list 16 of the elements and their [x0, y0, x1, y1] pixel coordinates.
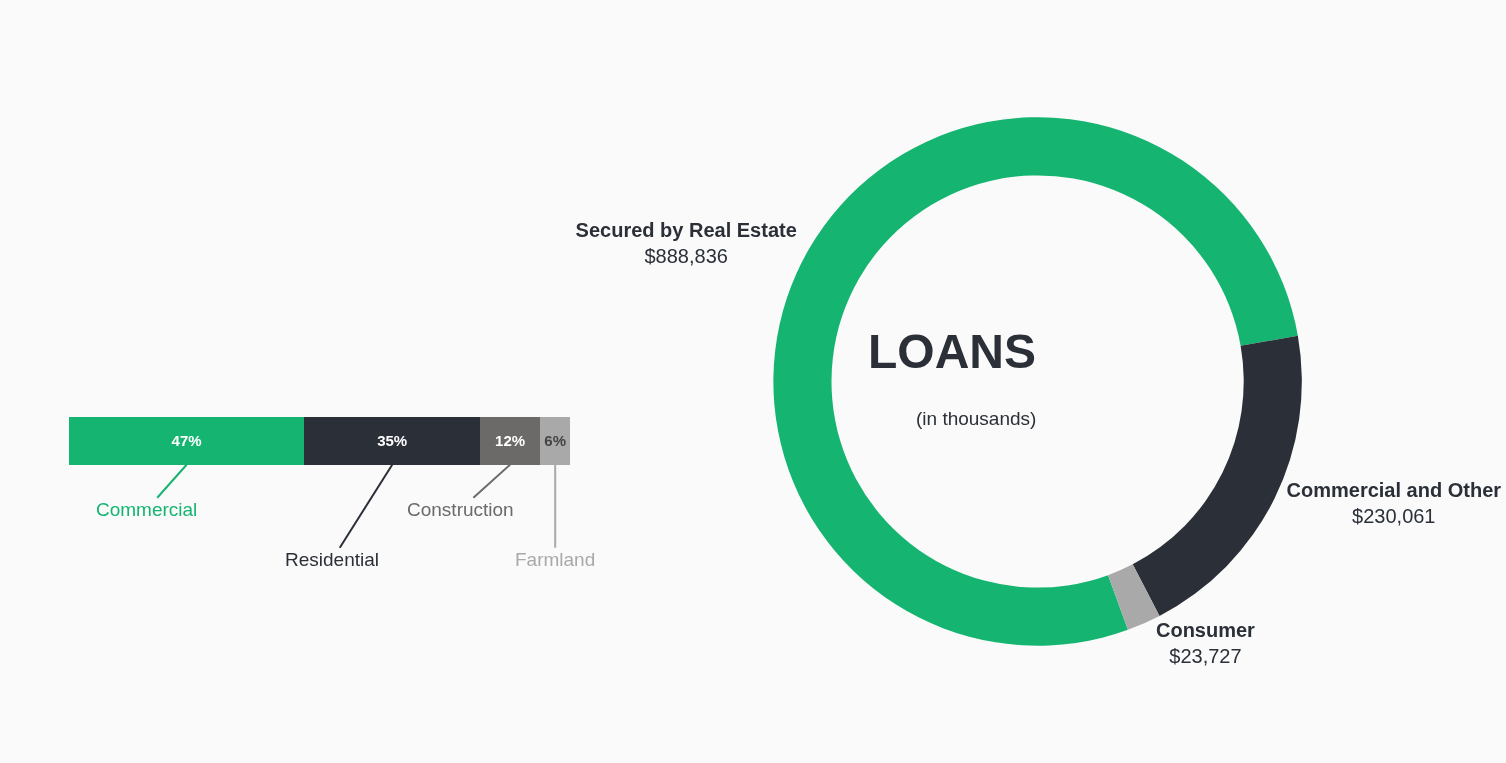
- data-label: $230,061: [1352, 505, 1436, 528]
- text: (in thousands): [916, 408, 1037, 429]
- slice-label: Consumer: [1155, 619, 1256, 642]
- data-label: 47%: [171, 432, 202, 450]
- text: LOANS: [868, 325, 1036, 378]
- slice-label: Commercial and Other: [1286, 479, 1502, 502]
- data-label: 6%: [544, 432, 567, 450]
- slice-label: Secured by Real Estate: [575, 219, 797, 242]
- text: Farmland: [515, 549, 596, 570]
- data-label: 35%: [377, 432, 408, 450]
- data-label: 12%: [495, 432, 526, 450]
- legend-label: Construction: [407, 499, 514, 520]
- data-label: $888,836: [644, 245, 728, 268]
- text: Residential: [285, 549, 379, 570]
- legend-label: Commercial: [96, 499, 198, 520]
- data-label: $23,727: [1169, 645, 1242, 668]
